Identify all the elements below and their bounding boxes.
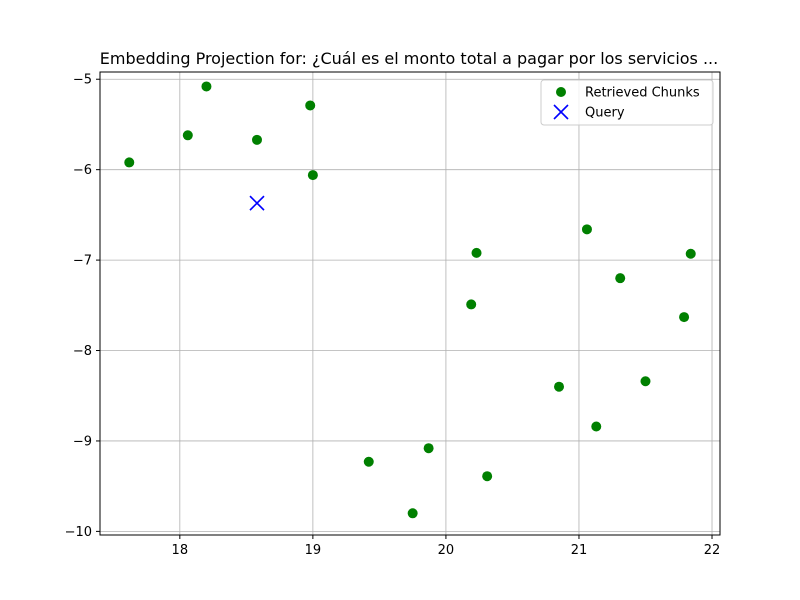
x-tick-label: 18	[172, 543, 189, 558]
plot-frame	[99, 71, 721, 536]
point-retrieved-chunks	[201, 81, 212, 92]
x-tick-label: 22	[704, 543, 721, 558]
legend: Retrieved Chunks Query	[540, 79, 714, 126]
point-retrieved-chunks	[251, 134, 262, 145]
x-tick-label: 21	[571, 543, 588, 558]
point-retrieved-chunks	[591, 421, 602, 432]
point-retrieved-chunks	[423, 443, 434, 454]
y-tick-label: −5	[73, 73, 92, 88]
axis-ticks: 18 19 20 21 22 −5 −6 −7 −8 −9 −10	[65, 73, 721, 558]
data-points	[124, 81, 696, 519]
point-retrieved-chunks	[471, 247, 482, 258]
x-tick-label: 20	[438, 543, 455, 558]
point-retrieved-chunks	[305, 100, 316, 111]
point-retrieved-chunks	[466, 299, 477, 310]
legend-label-query: Query	[585, 106, 625, 121]
point-retrieved-chunks	[581, 224, 592, 235]
x-tick-label: 19	[305, 543, 322, 558]
point-query	[249, 195, 265, 211]
point-retrieved-chunks	[363, 456, 374, 467]
point-retrieved-chunks	[482, 471, 493, 482]
y-tick-label: −7	[73, 254, 92, 269]
point-retrieved-chunks	[679, 312, 690, 323]
point-retrieved-chunks	[307, 170, 318, 181]
y-tick-label: −9	[73, 434, 92, 449]
point-retrieved-chunks	[124, 157, 135, 168]
point-retrieved-chunks	[554, 381, 565, 392]
legend-marker-retrieved-chunks	[556, 87, 566, 97]
point-retrieved-chunks	[182, 130, 193, 141]
y-tick-label: −10	[65, 525, 92, 540]
y-tick-label: −8	[73, 344, 92, 359]
point-retrieved-chunks	[407, 508, 418, 519]
grid-lines	[100, 72, 720, 535]
point-retrieved-chunks	[615, 273, 626, 284]
chart-title: Embedding Projection for: ¿Cuál es el mo…	[100, 49, 718, 68]
legend-marker-query	[553, 104, 569, 120]
point-retrieved-chunks	[685, 248, 696, 259]
legend-label-retrieved-chunks: Retrieved Chunks	[585, 86, 700, 101]
legend-box	[540, 79, 714, 126]
point-retrieved-chunks	[640, 376, 651, 387]
y-tick-label: −6	[73, 163, 92, 178]
